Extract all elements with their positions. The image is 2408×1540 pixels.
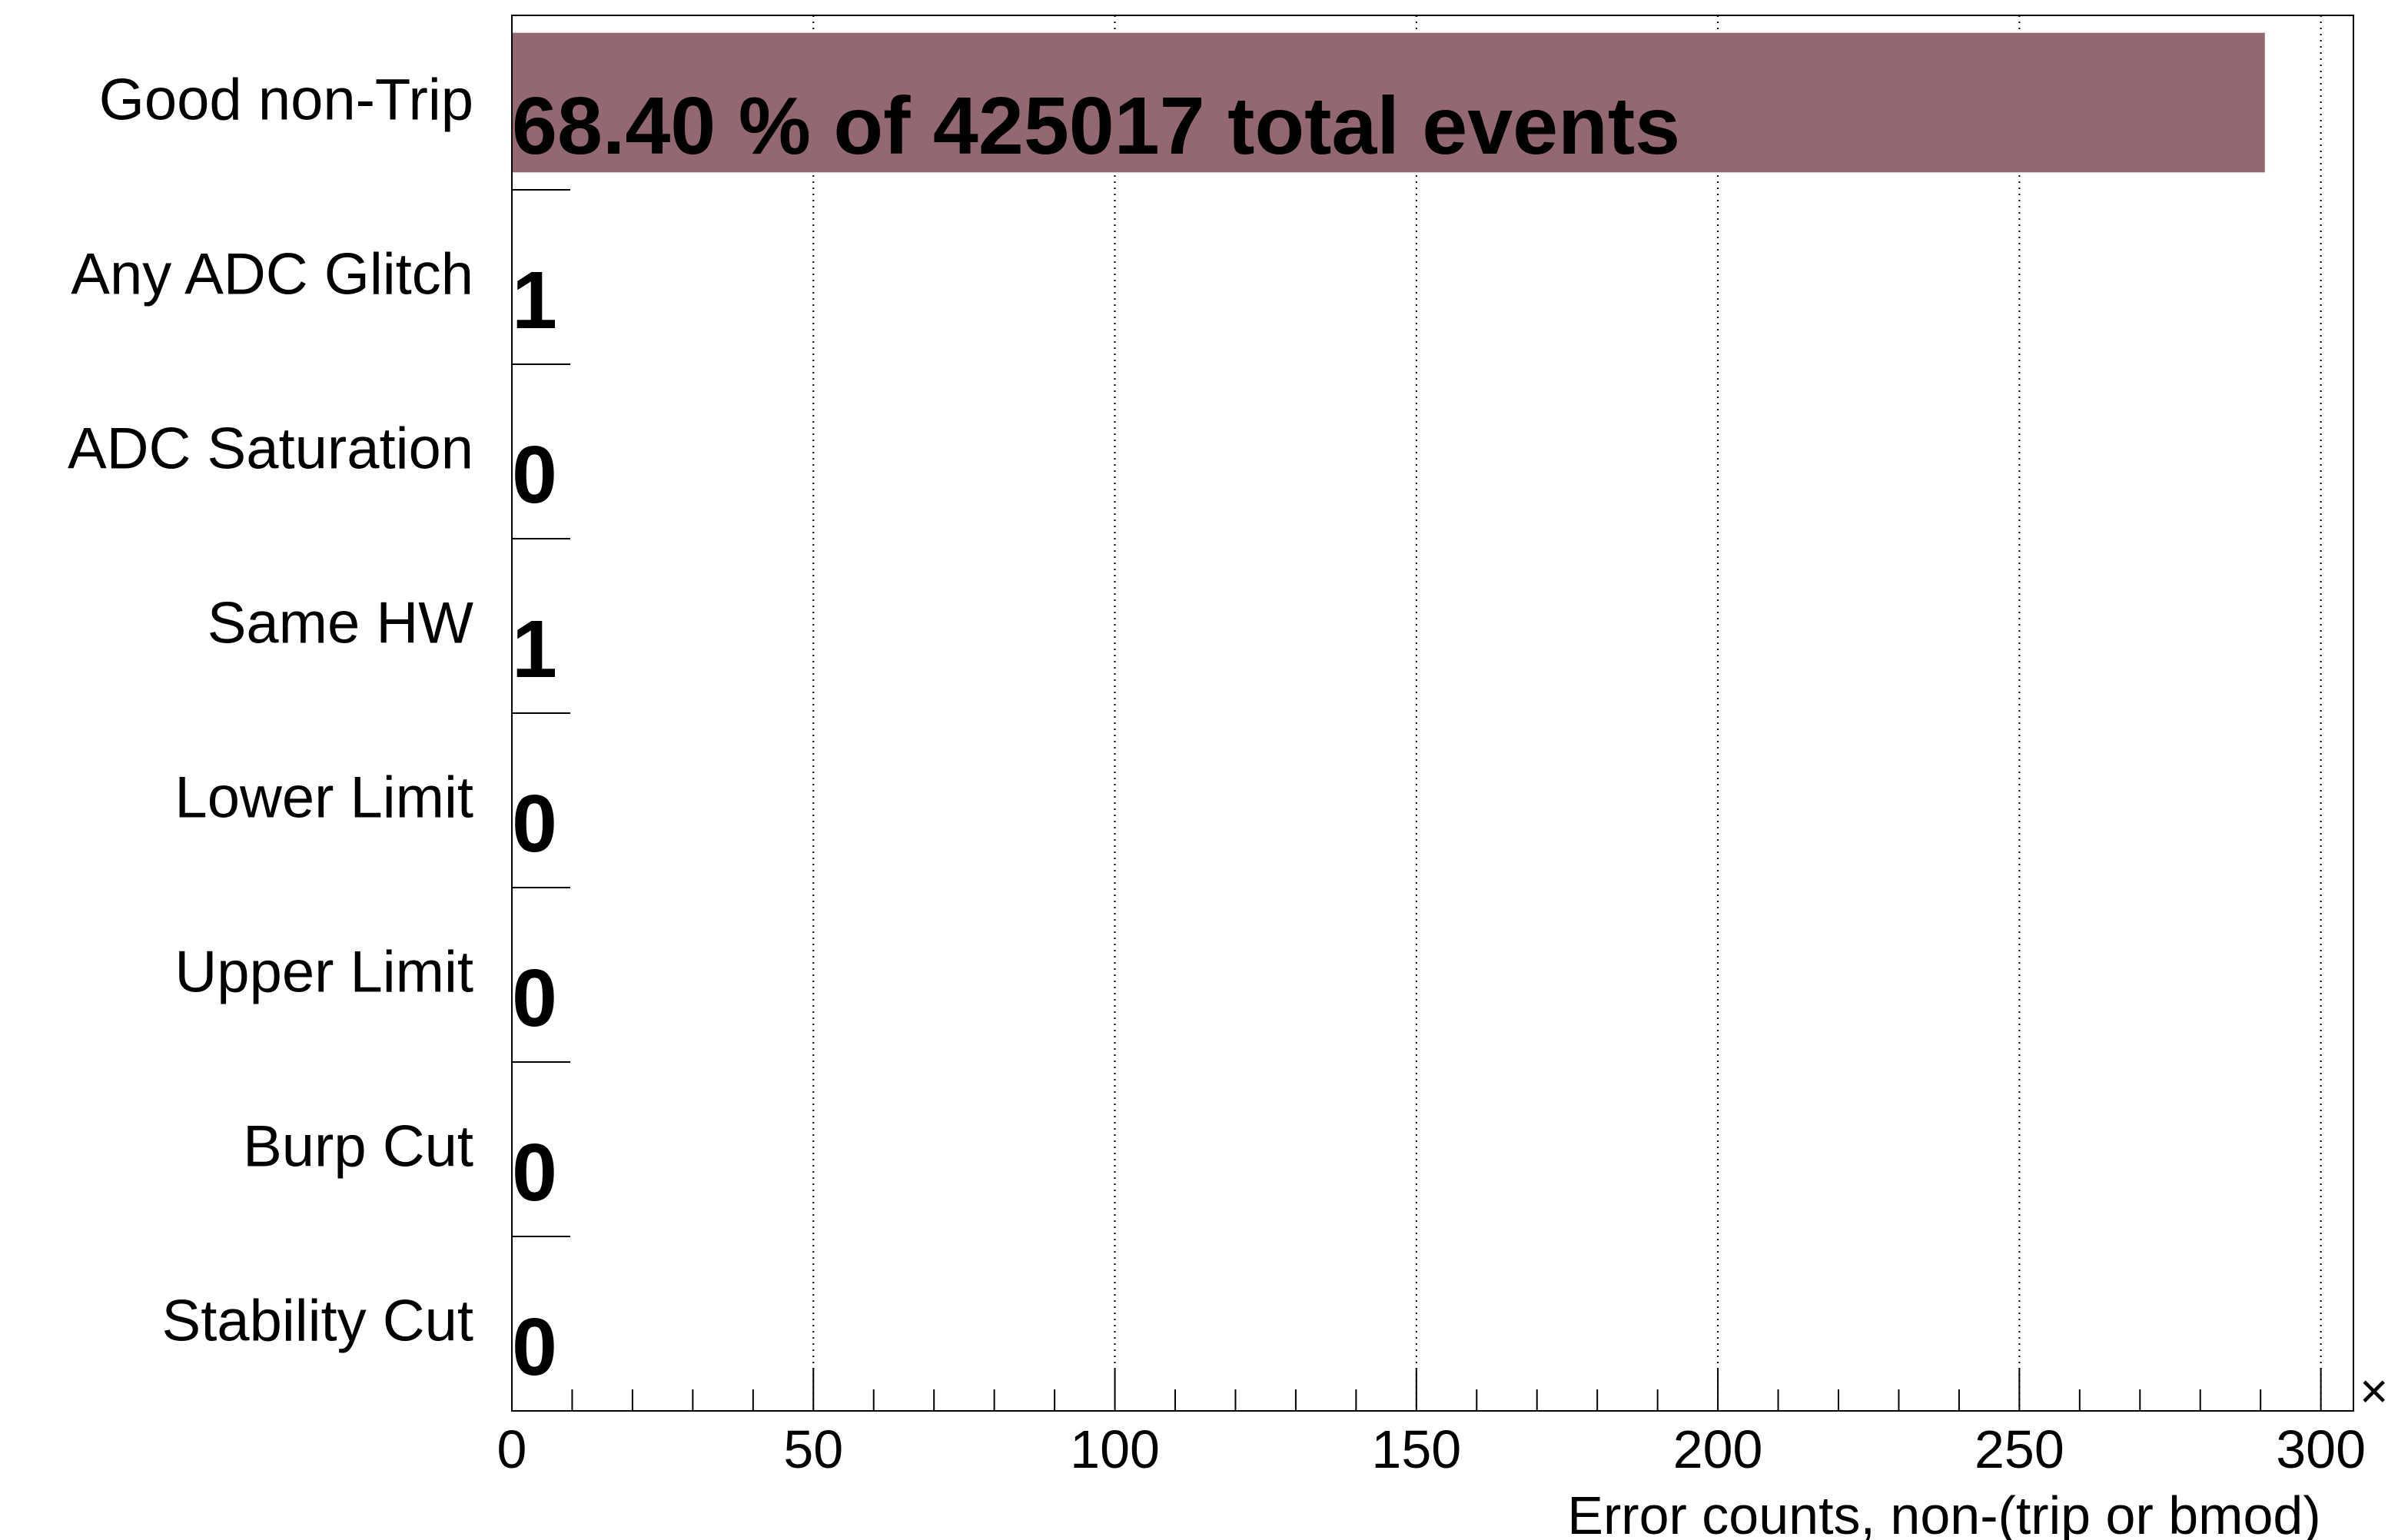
- y-tick-label: Upper Limit: [174, 940, 473, 1005]
- value-label: 1: [512, 255, 557, 346]
- x-tick-label: 150: [1371, 1419, 1461, 1479]
- y-tick-label: Same HW: [208, 591, 474, 656]
- y-tick-label: Burp Cut: [243, 1114, 473, 1180]
- plot-frame: [511, 15, 2354, 1412]
- x-tick-label: 0: [497, 1419, 527, 1479]
- value-label: 1: [512, 604, 557, 695]
- y-tick-label: Good non-Trip: [99, 68, 473, 133]
- y-tick-label: Any ADC Glitch: [71, 242, 473, 307]
- value-label: 0: [512, 953, 557, 1044]
- y-tick-label: Lower Limit: [174, 765, 473, 831]
- value-label: 68.40 % of 425017 total events: [512, 81, 1680, 171]
- value-label: 0: [512, 1302, 557, 1392]
- x-tick-label: 250: [1975, 1419, 2064, 1479]
- value-label: 0: [512, 1127, 557, 1218]
- x-tick-label: 200: [1673, 1419, 1763, 1479]
- value-label: 0: [512, 430, 557, 520]
- y-tick-label: Stability Cut: [162, 1289, 474, 1354]
- y-tick-label: ADC Saturation: [68, 417, 473, 482]
- bar: [512, 32, 2265, 173]
- value-label: 0: [512, 778, 557, 869]
- x-multiplier: ×: [2360, 1363, 2388, 1419]
- x-tick-label: 300: [2276, 1419, 2366, 1479]
- x-tick-label: 50: [783, 1419, 843, 1479]
- x-axis-title: Error counts, non-(trip or bmod): [1567, 1485, 2320, 1540]
- x-tick-label: 100: [1070, 1419, 1160, 1479]
